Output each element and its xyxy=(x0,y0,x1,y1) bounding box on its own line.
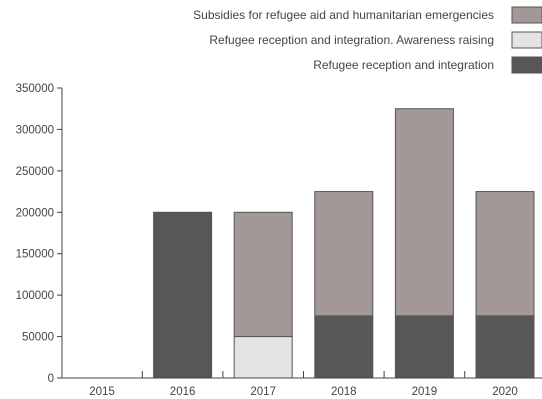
y-tick-label: 50000 xyxy=(22,332,54,344)
y-tick-label: 250000 xyxy=(16,166,54,178)
bar-segment-2020-series-0 xyxy=(475,315,535,379)
y-tick-label: 300000 xyxy=(16,124,54,136)
legend-label: Refugee reception and integration xyxy=(313,58,494,72)
y-axis: 0 50000 100000 150000 200000 250000 300000 3500… xyxy=(16,83,62,385)
bar-segment-2016-series-0 xyxy=(153,211,213,379)
y-tick-label: 150000 xyxy=(16,249,54,261)
legend-swatch xyxy=(511,56,542,74)
x-tick-label: 2017 xyxy=(250,386,276,398)
legend-swatch xyxy=(511,31,542,49)
x-tick-label: 2015 xyxy=(89,386,115,398)
bar-segment-2017-series-1 xyxy=(233,336,293,379)
x-axis: 2015 2016 2017 2018 2019 2020 xyxy=(89,371,518,398)
x-tick-label: 2018 xyxy=(331,386,357,398)
x-tick-label: 2019 xyxy=(412,386,438,398)
legend: Subsidies for refugee aid and humanitari… xyxy=(193,6,542,74)
bar-segment-2018-series-0 xyxy=(314,315,374,379)
legend-label: Refugee reception and integration. Aware… xyxy=(209,33,494,47)
y-tick-label: 100000 xyxy=(16,290,54,302)
bar-segment-2018-series-2 xyxy=(314,191,374,317)
bar-segment-2019-series-0 xyxy=(394,315,454,379)
bar-segment-2020-series-2 xyxy=(475,191,535,317)
legend-swatch xyxy=(511,6,542,24)
y-tick-label: 0 xyxy=(48,373,54,385)
bar-segment-2019-series-2 xyxy=(394,108,454,317)
legend-label: Subsidies for refugee aid and humanitari… xyxy=(193,8,494,22)
x-tick-label: 2016 xyxy=(170,386,196,398)
bar-segment-2017-series-2 xyxy=(233,211,293,338)
y-tick-label: 200000 xyxy=(16,207,54,219)
x-tick-label: 2020 xyxy=(492,386,518,398)
bars xyxy=(153,108,535,379)
y-tick-label: 350000 xyxy=(16,83,54,95)
